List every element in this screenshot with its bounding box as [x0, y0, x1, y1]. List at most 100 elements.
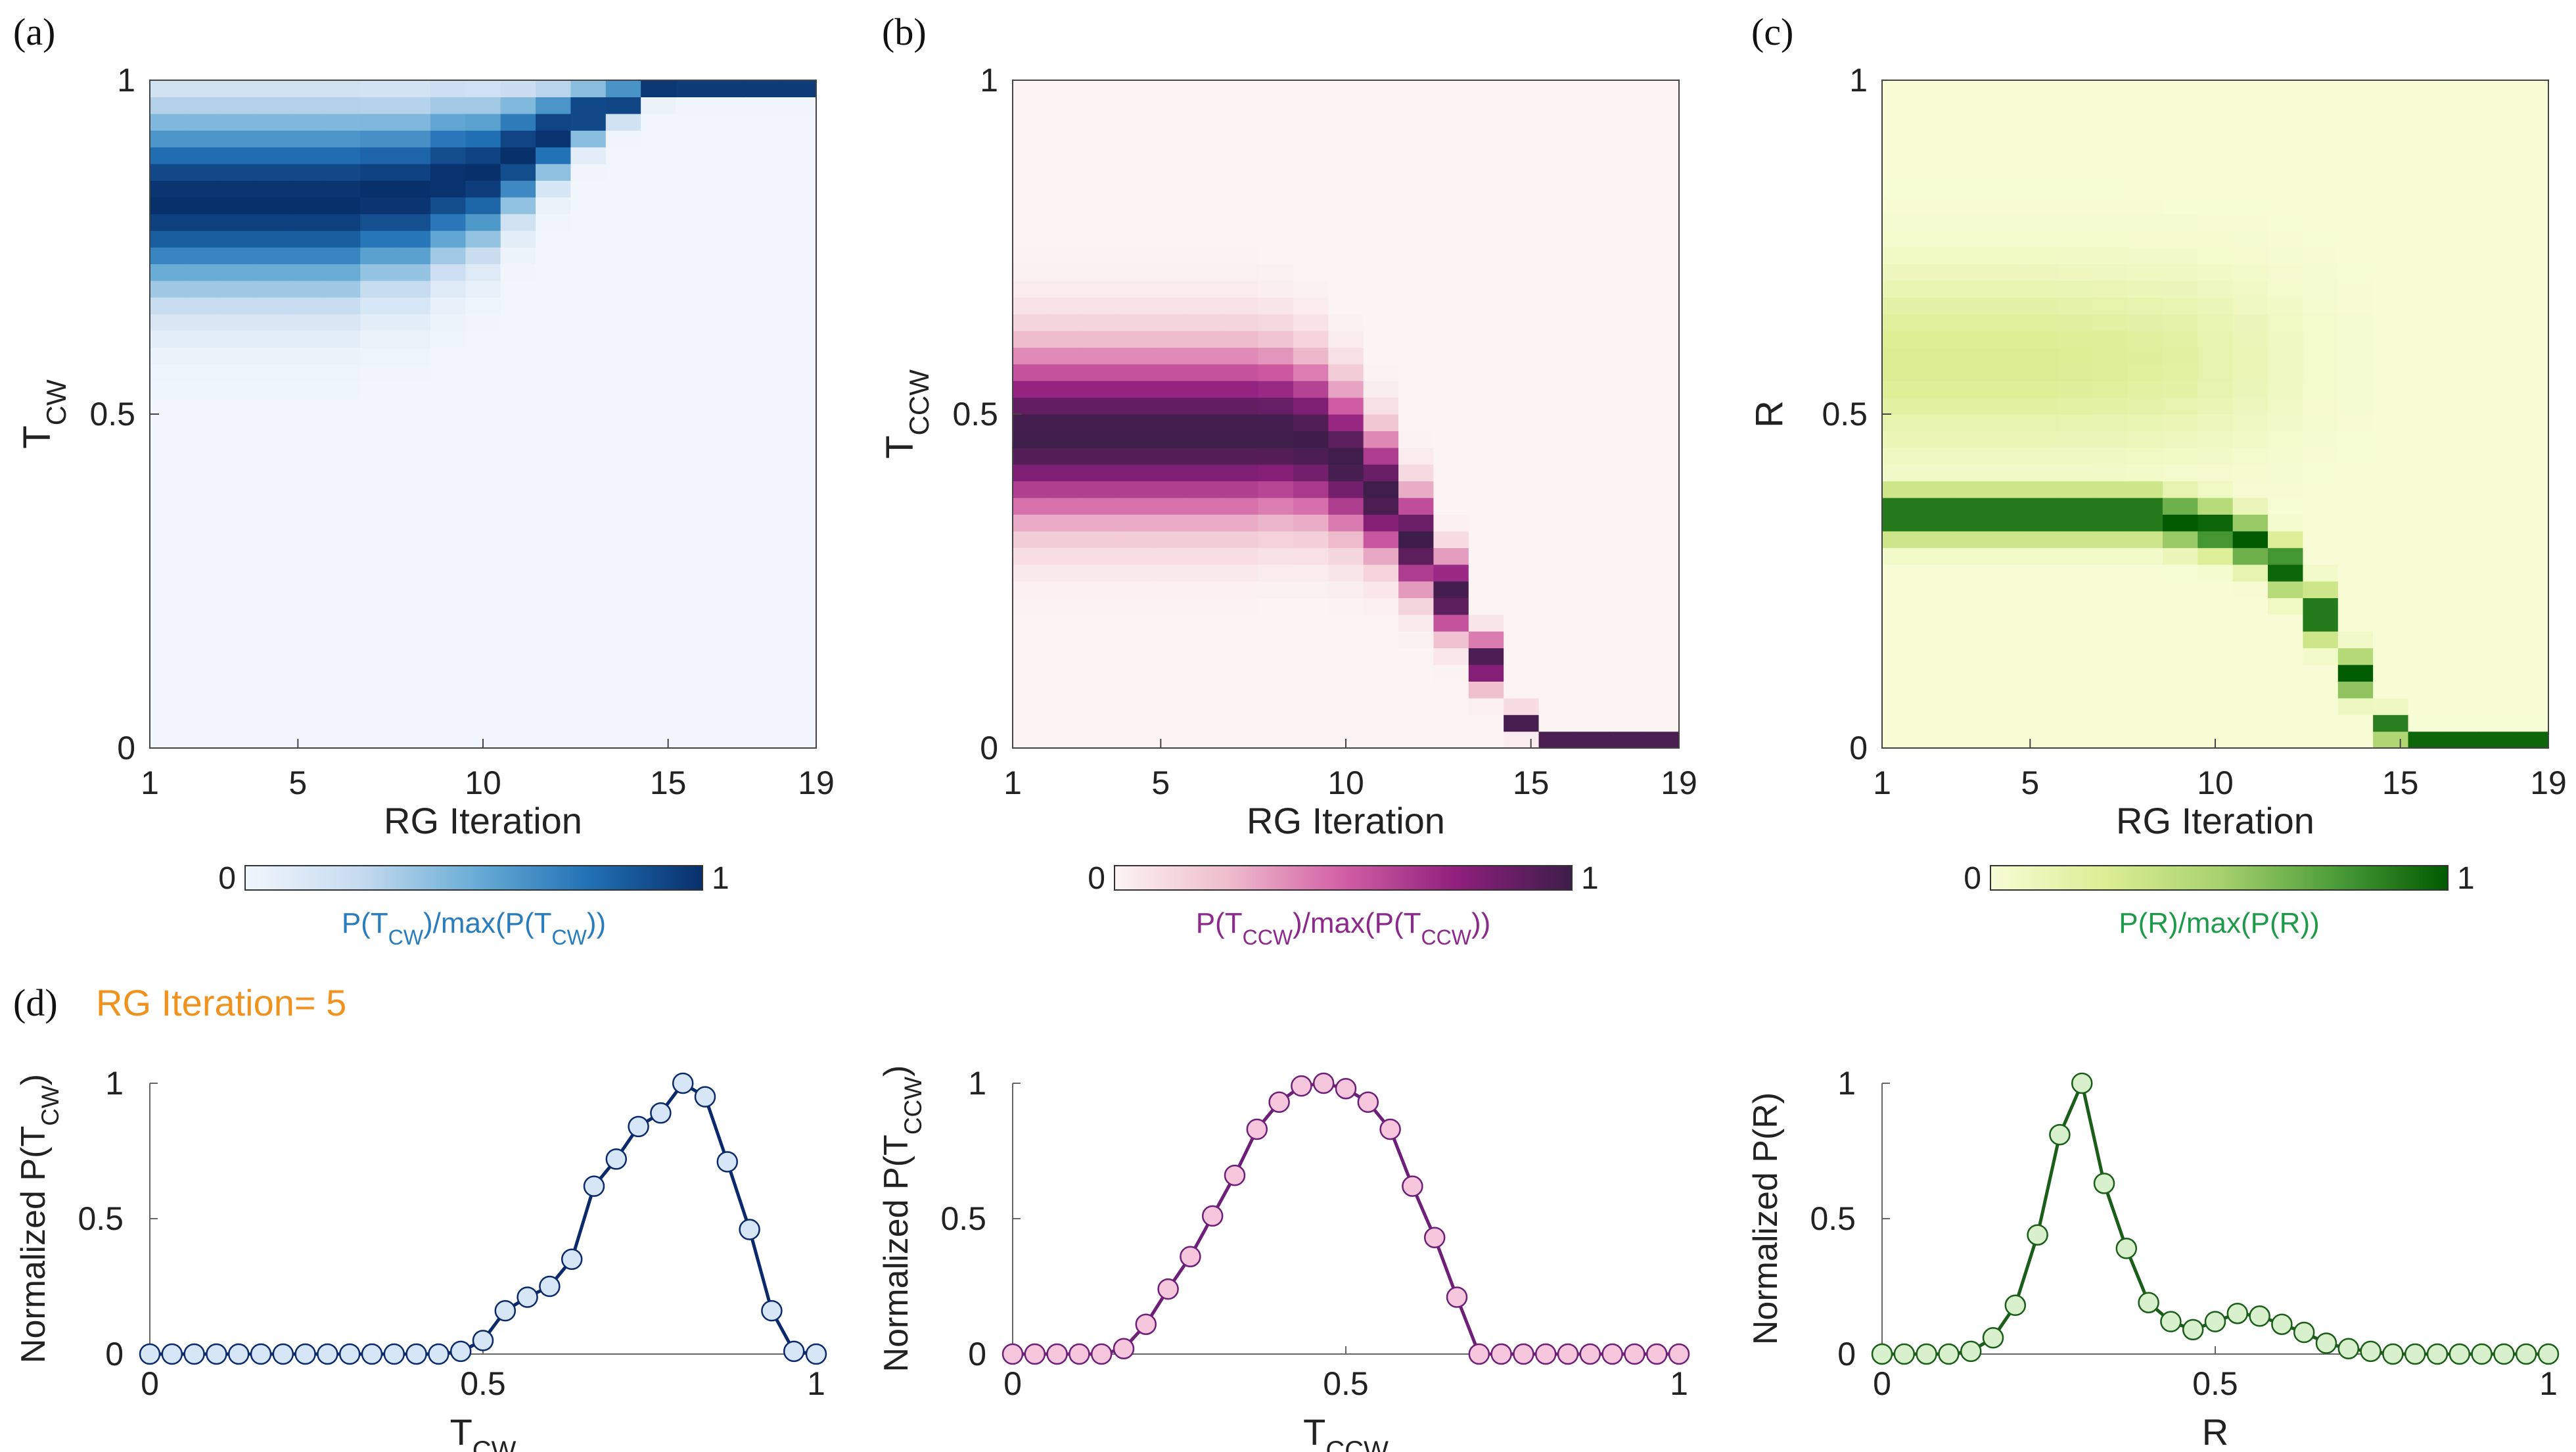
heatmap-cell	[641, 414, 677, 431]
heatmap-cell	[2373, 130, 2409, 148]
heatmap-cell	[1398, 164, 1435, 181]
heatmap-cell	[2408, 264, 2444, 281]
heatmap-cell	[1363, 498, 1399, 515]
data-point	[1135, 1313, 1157, 1335]
heatmap-cell	[2057, 397, 2093, 415]
heatmap-cell	[1538, 164, 1575, 181]
heatmap-cell	[710, 147, 747, 164]
heatmap-cell	[676, 731, 712, 749]
heatmap-cell	[1609, 80, 1645, 97]
heatmap-cell	[1917, 230, 1953, 248]
heatmap-cell	[1363, 631, 1399, 649]
heatmap-cell	[1187, 647, 1224, 665]
heatmap-cell	[1987, 381, 2023, 398]
heatmap-cell	[605, 331, 641, 348]
heatmap-cell	[641, 447, 677, 465]
heatmap-cell	[1398, 514, 1435, 532]
heatmap-cell	[1433, 381, 1469, 398]
heatmap-cell	[1987, 631, 2023, 649]
heatmap-cell	[219, 397, 256, 415]
heatmap-cell	[1644, 130, 1680, 148]
heatmap-cell	[500, 230, 536, 248]
heatmap-cell	[1504, 80, 1540, 97]
heatmap-cell	[1609, 647, 1645, 665]
heatmap-cell	[1609, 697, 1645, 715]
colorbar-max-label: 1	[712, 861, 729, 896]
heatmap-cell	[641, 480, 677, 498]
x-tick-label: 15	[650, 764, 687, 801]
heatmap-cell	[325, 498, 361, 515]
data-point	[294, 1343, 316, 1365]
heatmap-cell	[2057, 464, 2093, 482]
heatmap-cell	[325, 363, 361, 381]
heatmap-cell	[500, 697, 536, 715]
heatmap-cell	[1258, 581, 1294, 598]
heatmap-cell	[1987, 447, 2023, 465]
heatmap-cell	[1118, 665, 1154, 682]
heatmap-cell	[500, 164, 536, 181]
heatmap-cell	[2513, 80, 2549, 97]
heatmap-cell	[2373, 631, 2409, 649]
heatmap-cell	[2337, 180, 2374, 198]
heatmap-cell	[2162, 314, 2198, 331]
heatmap-cell	[1223, 548, 1259, 565]
heatmap-cell	[360, 647, 396, 665]
heatmap-cell	[465, 480, 501, 498]
heatmap-cell	[1082, 564, 1118, 582]
data-point	[2204, 1311, 2226, 1332]
heatmap-cell	[430, 331, 466, 348]
heatmap-cell	[500, 347, 536, 365]
heatmap-cell	[1293, 197, 1329, 214]
heatmap-cell	[255, 431, 291, 448]
heatmap-cell	[2408, 581, 2444, 598]
heatmap-cell	[2337, 447, 2374, 465]
heatmap-cell	[1952, 614, 1988, 632]
heatmap-cell	[2513, 397, 2549, 415]
heatmap-cell	[150, 164, 185, 181]
heatmap-cell	[2268, 597, 2304, 615]
heatmap-cell	[465, 130, 501, 148]
heatmap-cell	[1187, 314, 1224, 331]
heatmap-cell	[1258, 197, 1294, 214]
heatmap-cell	[1328, 548, 1364, 565]
heatmap-cell	[2232, 331, 2268, 348]
heatmap-cell	[2478, 97, 2514, 114]
heatmap-cell	[290, 631, 326, 649]
heatmap-cell	[1223, 80, 1259, 97]
heatmap-cell	[1398, 381, 1435, 398]
heatmap-cell	[325, 665, 361, 682]
heatmap-cell	[2408, 631, 2444, 649]
heatmap-cell	[2162, 697, 2198, 715]
heatmap-cell	[2232, 647, 2268, 665]
heatmap-cell	[1433, 314, 1469, 331]
heatmap-cell	[1363, 97, 1399, 114]
heatmap-cell	[570, 614, 607, 632]
data-point	[561, 1248, 583, 1271]
heatmap-cell	[1917, 530, 1953, 548]
heatmap-cell	[1882, 80, 1918, 97]
heatmap-cell	[290, 564, 326, 582]
heatmap-cell	[255, 548, 291, 565]
heatmap-cell	[395, 347, 431, 365]
heatmap-cell	[325, 581, 361, 598]
heatmap-cell	[605, 597, 641, 615]
heatmap-cell	[1363, 447, 1399, 465]
heatmap-cell	[500, 681, 536, 699]
heatmap-cell	[1118, 397, 1154, 415]
heatmap-cell	[1047, 498, 1084, 515]
heatmap-cell	[2373, 314, 2409, 331]
heatmap-cell	[2513, 164, 2549, 181]
heatmap-cell	[1433, 197, 1469, 214]
heatmap-cell	[1047, 530, 1084, 548]
heatmap-cell	[430, 714, 466, 732]
x-tick-label: 10	[465, 764, 501, 801]
heatmap-cell	[1363, 731, 1399, 749]
heatmap-cell	[2373, 414, 2409, 431]
heatmap-cell	[1118, 714, 1154, 732]
heatmap-cell	[1047, 97, 1084, 114]
heatmap-cell	[641, 548, 677, 565]
heatmap-cell	[1433, 681, 1469, 699]
heatmap-cell	[1187, 230, 1224, 248]
heatmap-cell	[1882, 431, 1918, 448]
